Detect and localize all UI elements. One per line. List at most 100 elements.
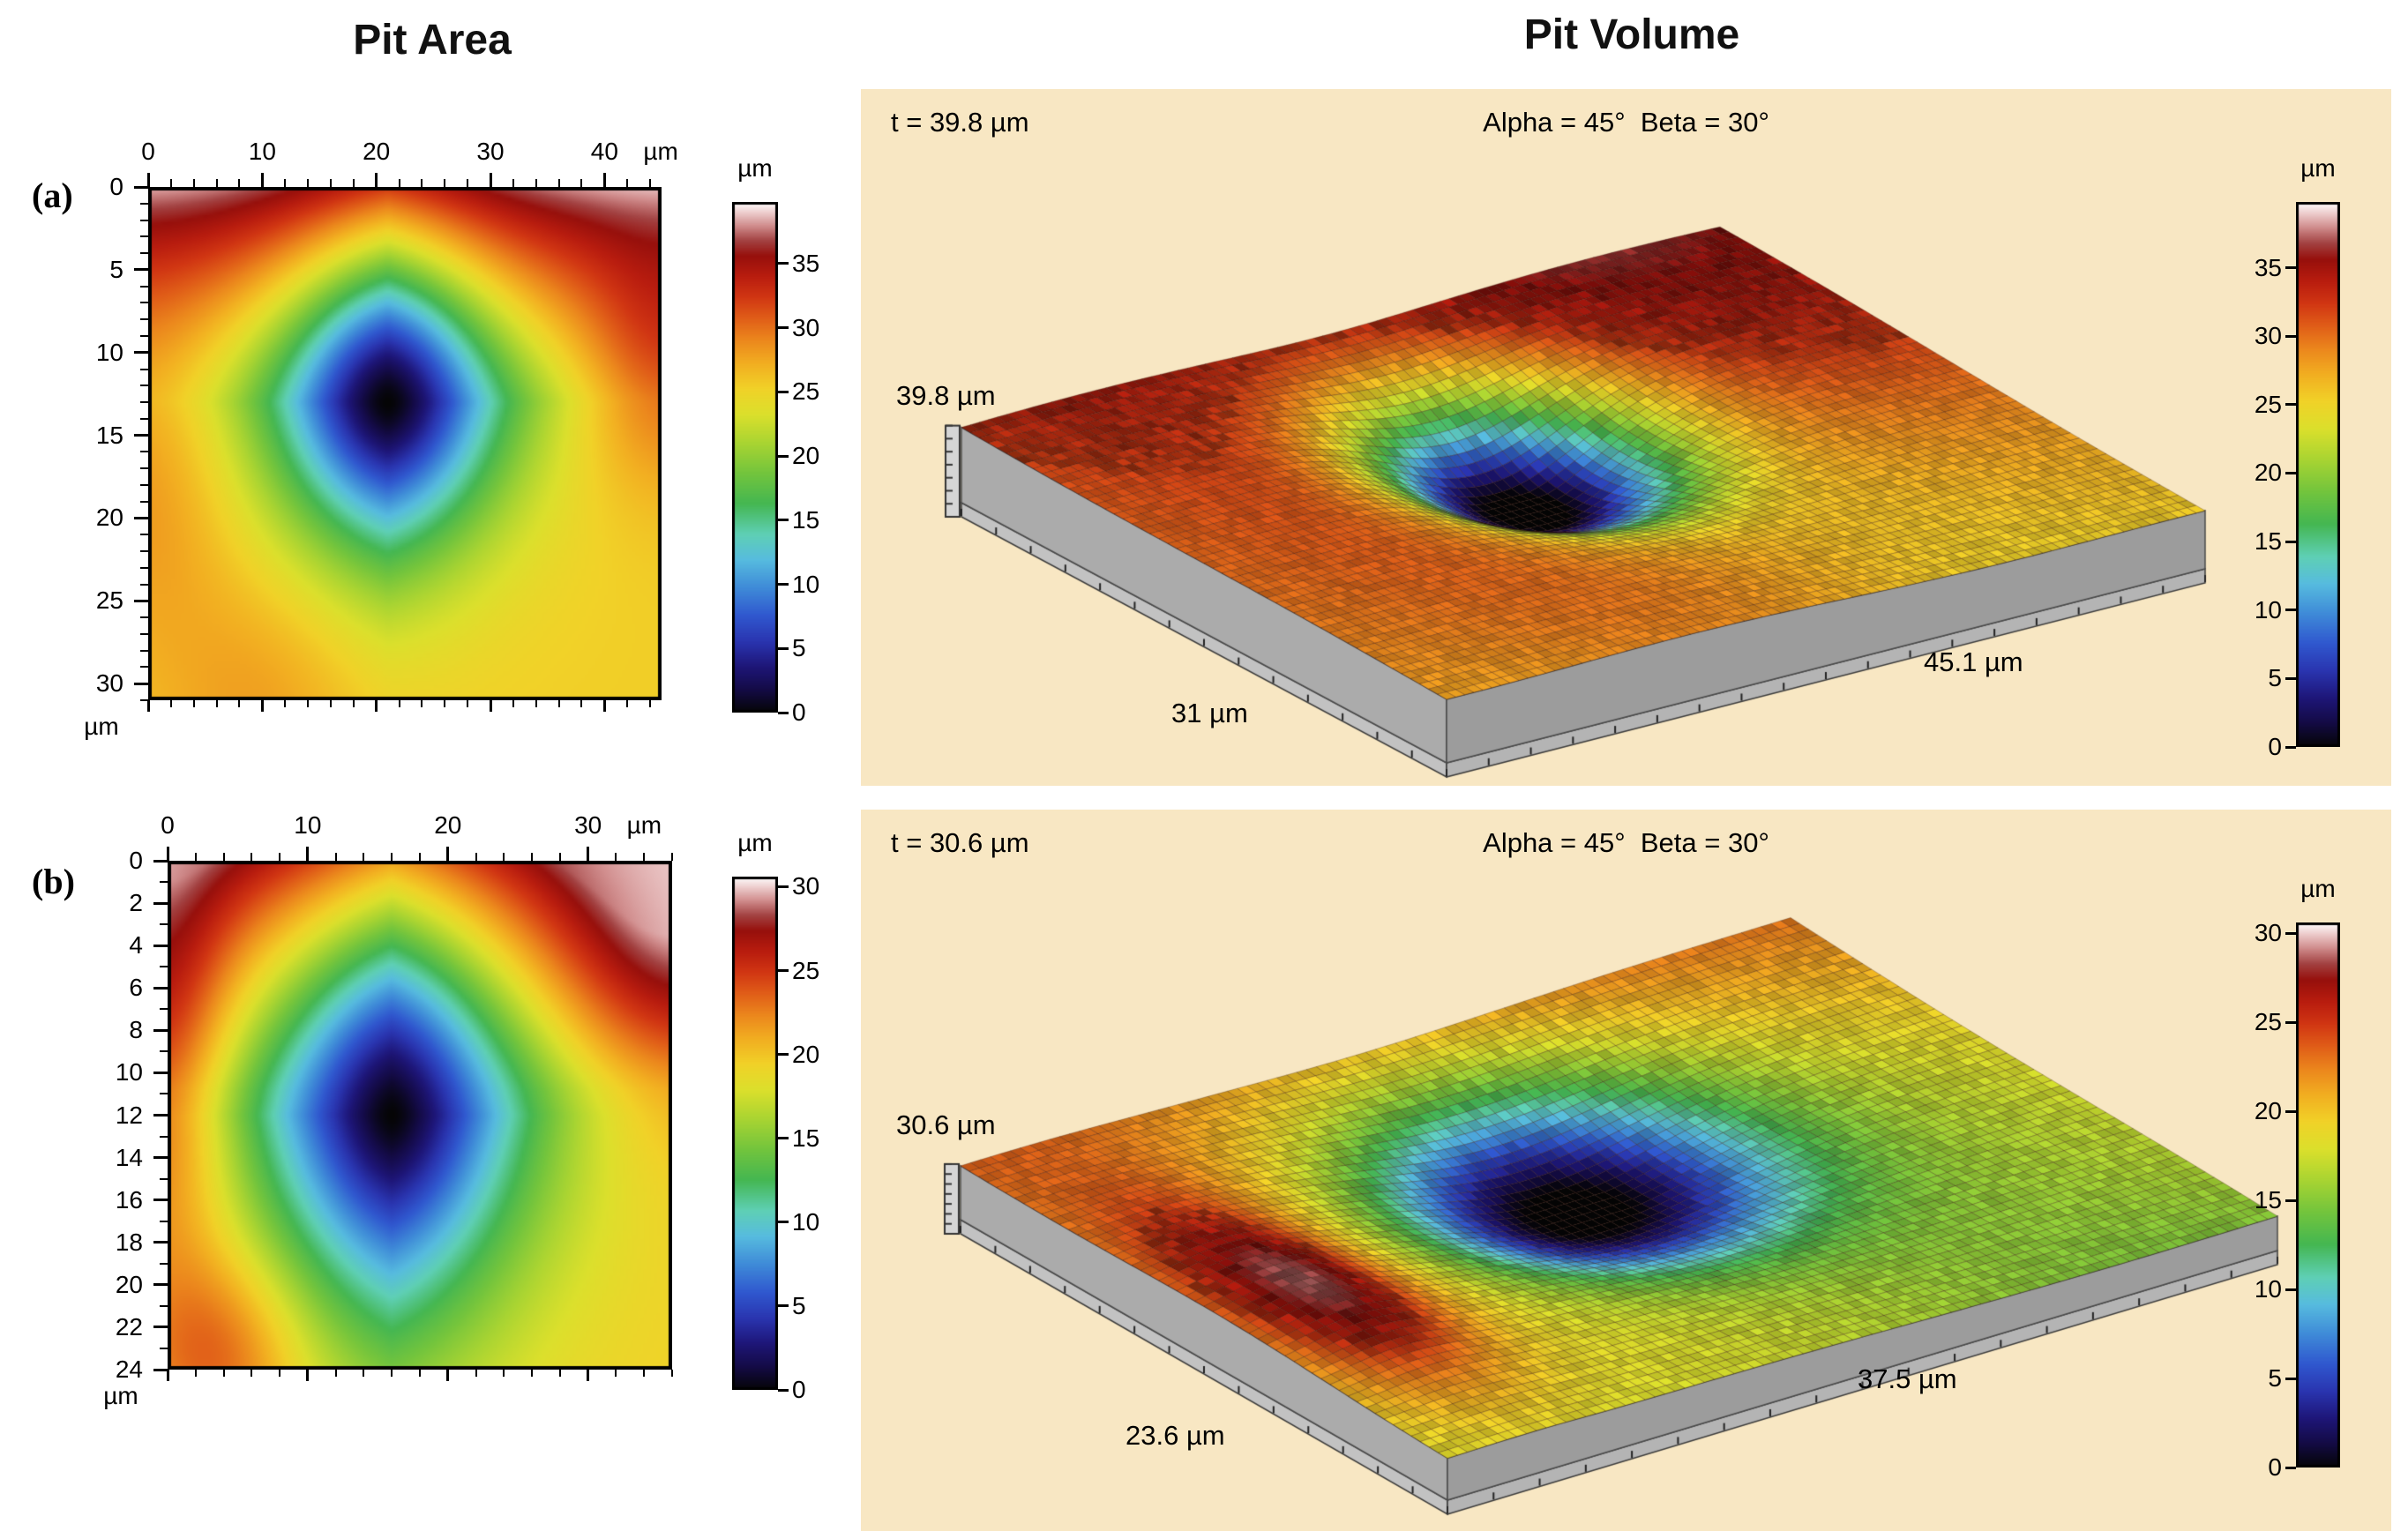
colorbar-tick <box>778 1304 789 1308</box>
axis-tick <box>140 302 148 304</box>
axis-tick <box>307 179 310 187</box>
colorbar-tick <box>778 1221 789 1224</box>
axis-tick <box>649 700 652 707</box>
axis-tick <box>192 179 195 187</box>
y-axis-unit-label: µm <box>84 713 119 740</box>
axis-tick-label: 6 <box>129 974 143 1002</box>
colorbar-heatmap-b <box>732 877 778 1390</box>
axis-tick <box>419 1370 421 1377</box>
colorbar-tick <box>2285 471 2296 474</box>
axis-tick-label: 12 <box>115 1101 143 1129</box>
axis-tick-label: 0 <box>109 173 123 200</box>
colorbar-tick-label: 20 <box>792 1040 820 1068</box>
axis-tick <box>160 1050 168 1053</box>
colorbar-tick <box>778 326 789 330</box>
axis-tick-label: 0 <box>129 847 143 874</box>
axis-tick <box>444 700 446 707</box>
axis-tick <box>222 1370 225 1377</box>
axis-tick-label: 10 <box>248 138 276 165</box>
axis-tick <box>375 700 378 712</box>
axis-tick <box>140 649 148 652</box>
axis-tick <box>153 1199 168 1202</box>
colorbar-tick <box>2285 609 2296 612</box>
colorbar-tick-label: 0 <box>792 698 806 726</box>
axis-tick <box>153 1241 168 1244</box>
axis-tick <box>334 1370 337 1377</box>
axis-tick <box>160 923 168 926</box>
axis-tick <box>279 1370 281 1377</box>
axis-tick-label: 2 <box>129 889 143 917</box>
pit-volume-panel-a: t = 39.8 µm Alpha = 45° Beta = 30° 39.8 … <box>861 89 2391 786</box>
axis-tick <box>587 847 590 861</box>
axis-tick <box>140 699 148 701</box>
axis-tick <box>153 986 168 990</box>
colorbar-tick-label: 5 <box>2268 664 2282 692</box>
axis-tick <box>153 859 168 863</box>
colorbar-tick-label: 15 <box>792 505 820 534</box>
side-thickness-label-a: 39.8 µm <box>896 380 996 411</box>
axis-tick <box>446 1370 450 1381</box>
axis-tick <box>153 1071 168 1074</box>
axis-tick <box>146 173 150 187</box>
axis-tick <box>643 853 646 861</box>
axis-tick <box>467 700 469 707</box>
axis-tick <box>160 1262 168 1265</box>
axis-tick <box>194 1370 197 1377</box>
axis-tick <box>306 847 310 861</box>
axis-tick <box>334 853 337 861</box>
axis-tick-label: 10 <box>294 811 322 839</box>
axis-tick <box>215 179 218 187</box>
pit-volume-panel-b: t = 30.6 µm Alpha = 45° Beta = 30° 30.6 … <box>861 810 2391 1531</box>
axis-tick <box>352 179 355 187</box>
axis-tick <box>140 285 148 288</box>
axis-tick <box>535 700 537 707</box>
axis-tick <box>160 1135 168 1138</box>
axis-tick <box>306 1370 310 1381</box>
axis-tick <box>284 179 287 187</box>
axis-tick-label: 30 <box>476 138 505 165</box>
x-axis-unit-label: µm <box>643 138 678 165</box>
axis-tick-label: 4 <box>129 931 143 960</box>
axis-tick <box>489 700 492 712</box>
axis-tick-label: 0 <box>141 138 155 165</box>
axis-tick <box>140 202 148 205</box>
axis-tick <box>512 700 514 707</box>
axis-tick <box>391 853 393 861</box>
axis-tick-label: 5 <box>109 255 123 283</box>
axis-tick <box>260 173 264 187</box>
axis-tick <box>503 1370 505 1377</box>
axis-tick <box>153 1114 168 1117</box>
axis-tick <box>503 853 505 861</box>
colorbar-tick-label: 15 <box>792 1124 820 1152</box>
colorbar-tick-label: 30 <box>2254 919 2282 947</box>
axis-tick <box>169 700 172 707</box>
axis-tick <box>421 700 423 707</box>
axis-tick <box>587 1370 590 1381</box>
axis-tick <box>352 700 355 707</box>
axis-tick-label: 18 <box>115 1228 143 1256</box>
depth-dimension-label-b: 23.6 µm <box>1125 1420 1225 1451</box>
axis-tick <box>160 1347 168 1349</box>
colorbar-tick <box>2285 1377 2296 1380</box>
colorbar-tick-label: 5 <box>792 634 806 662</box>
axis-tick <box>140 385 148 387</box>
axis-tick <box>140 451 148 453</box>
colorbar-unit-label: µm <box>2300 875 2336 902</box>
axis-tick <box>140 417 148 420</box>
colorbar-tick <box>2285 1020 2296 1024</box>
axis-tick <box>398 700 400 707</box>
axis-tick-label: 20 <box>363 138 391 165</box>
axis-tick-label: 24 <box>115 1355 143 1383</box>
axis-tick <box>329 179 332 187</box>
colorbar-tick-label: 10 <box>792 1207 820 1236</box>
colorbar-tick <box>778 1053 789 1057</box>
axis-tick <box>512 179 514 187</box>
axis-tick <box>140 334 148 337</box>
axis-tick <box>649 179 652 187</box>
colorbar-tick <box>2285 1288 2296 1291</box>
axis-tick <box>140 616 148 619</box>
axis-tick-label: 20 <box>434 811 462 839</box>
axis-tick <box>140 318 148 321</box>
axis-tick <box>671 853 673 861</box>
axis-tick <box>307 700 310 707</box>
